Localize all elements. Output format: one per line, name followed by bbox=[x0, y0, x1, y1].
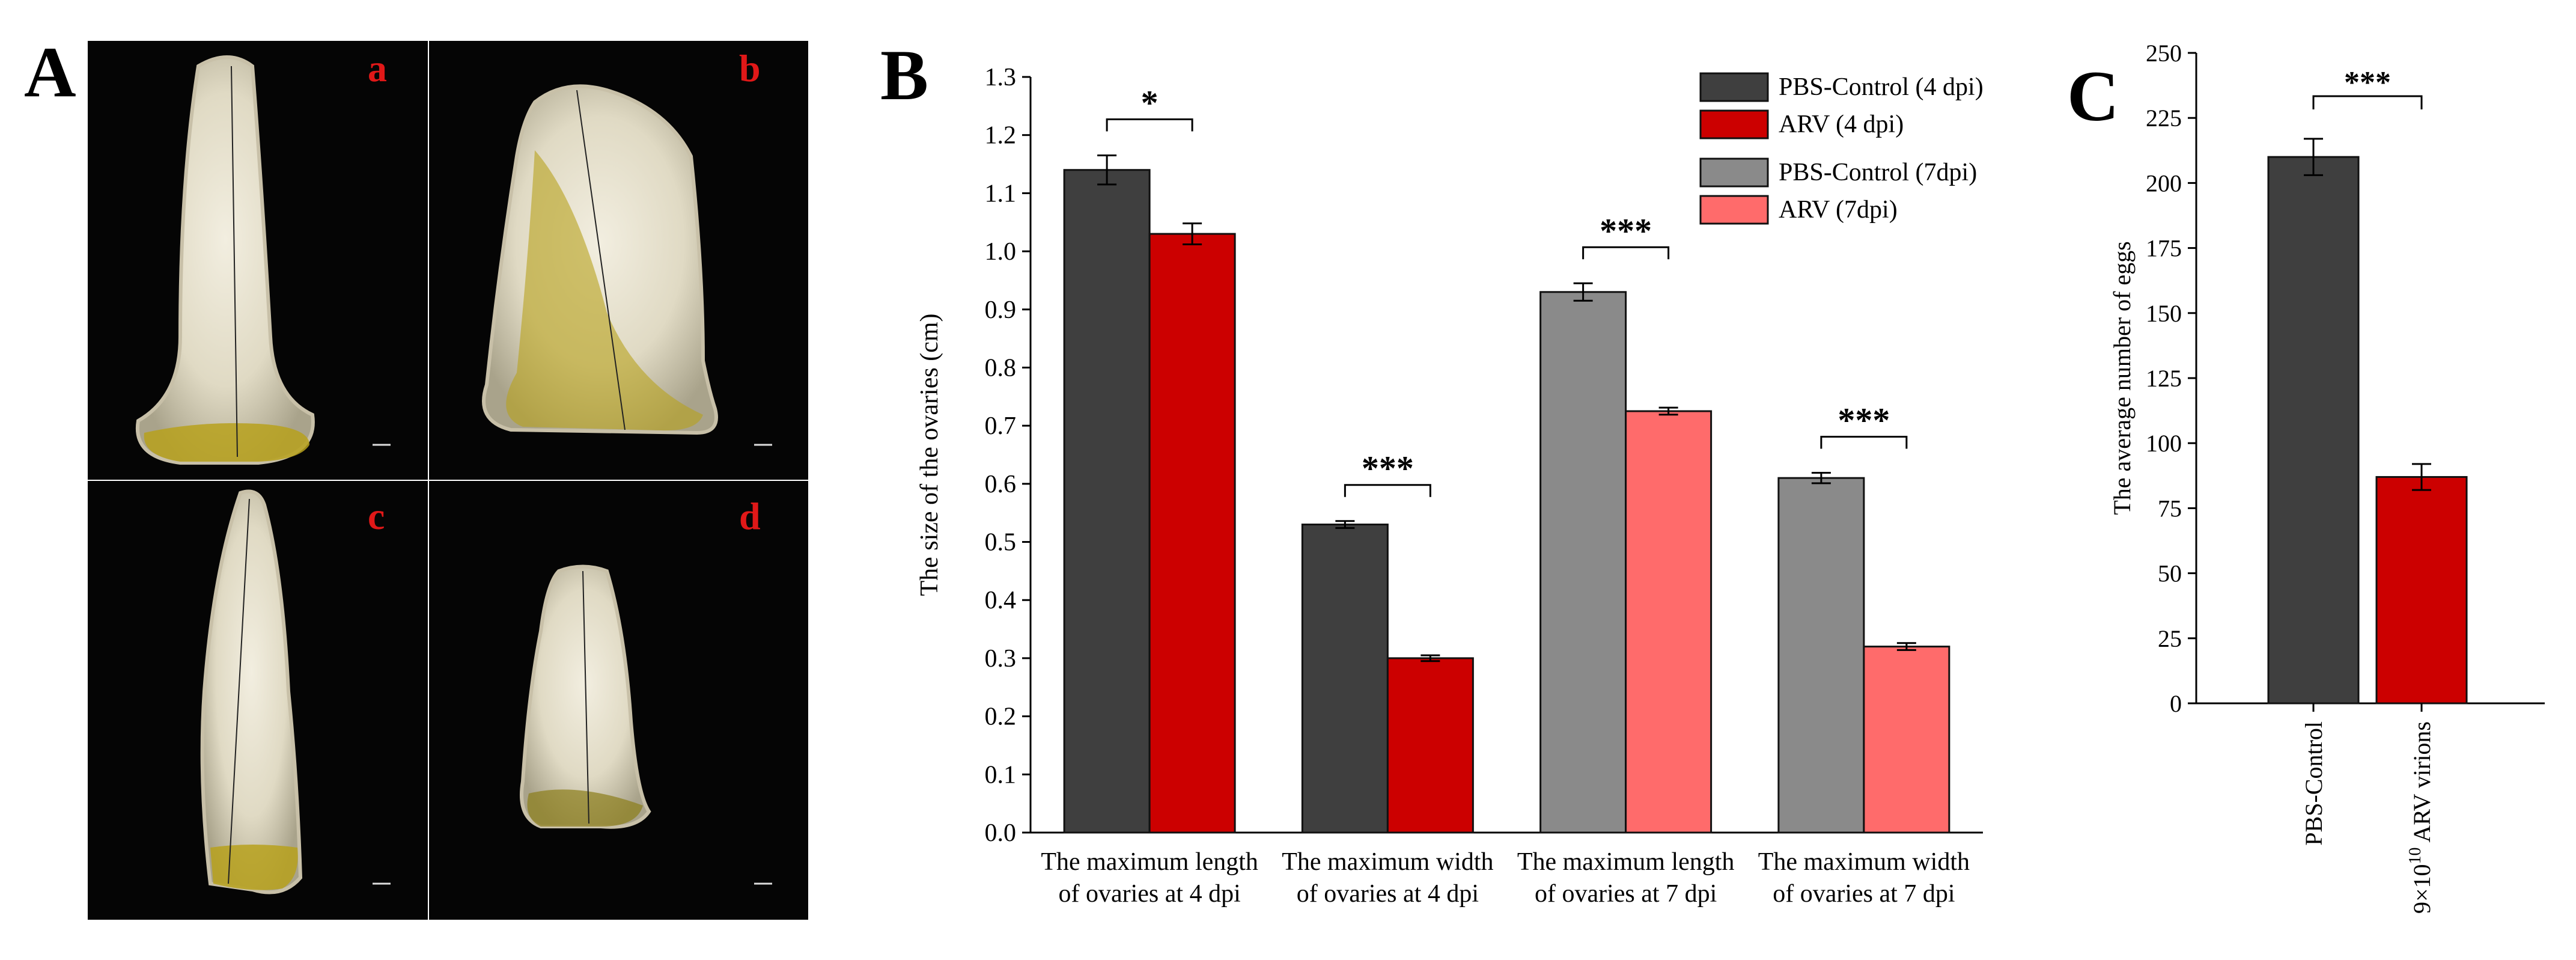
egg-count-chart: 0 25 50 75 100 125 150 175 200 225 250 The average … bbox=[2109, 40, 2545, 914]
x-category-label: The maximum width bbox=[1758, 848, 1970, 876]
bar-control bbox=[1539, 291, 1627, 834]
subpanel-label-a: a bbox=[368, 47, 387, 90]
y-axis-label: The average number of eggs bbox=[2109, 241, 2136, 515]
bar-arv bbox=[1148, 233, 1236, 834]
significance-marker: *** bbox=[1838, 400, 1890, 439]
y-tick-label: 175 bbox=[2146, 235, 2182, 262]
y-tick-label: 0.5 bbox=[985, 529, 1017, 557]
y-tick-label: 0.1 bbox=[985, 761, 1017, 789]
x-category-label: of ovaries at 7 dpi bbox=[1773, 880, 1955, 908]
legend-label: ARV (7dpi) bbox=[1779, 196, 1898, 224]
y-tick-label: 250 bbox=[2146, 40, 2182, 67]
x-category-label-part: 9×10 bbox=[2408, 864, 2435, 914]
x-category-label: 9×1010 ARV virions bbox=[2406, 721, 2435, 914]
x-category-label: PBS-Control bbox=[2300, 721, 2327, 846]
y-tick-label: 50 bbox=[2158, 560, 2182, 587]
y-tick-label: 0.0 bbox=[985, 819, 1017, 847]
x-category-label-exponent: 10 bbox=[2406, 847, 2425, 864]
bar-control bbox=[1777, 477, 1865, 834]
subpanel-label-d: d bbox=[739, 495, 761, 537]
legend-label: ARV (4 dpi) bbox=[1779, 111, 1904, 138]
x-category-label: The maximum length bbox=[1041, 848, 1258, 876]
x-category-label-part: ARV virions bbox=[2408, 721, 2435, 847]
ovary-yellow-c bbox=[210, 845, 298, 890]
significance-bracket bbox=[1344, 484, 1431, 497]
legend-swatch bbox=[1699, 195, 1769, 225]
bar bbox=[2375, 475, 2468, 705]
measure-line-d bbox=[582, 570, 589, 824]
y-tick-label: 0.6 bbox=[985, 471, 1017, 498]
y-tick-label: 0.9 bbox=[985, 296, 1017, 324]
x-category-label: The maximum width bbox=[1282, 848, 1493, 876]
bar-arv bbox=[1625, 410, 1713, 834]
panel-b: B 0.0 0.1 0.2 0.3 0.4 0.5 0.6 0.7 0.8 0.9 1.0 1.1 1.… bbox=[880, 35, 1984, 908]
legend-label: PBS-Control (4 dpi) bbox=[1779, 73, 1984, 101]
y-tick-label: 100 bbox=[2146, 430, 2182, 457]
ovary-yellow-d bbox=[527, 789, 643, 827]
y-tick-label: 1.0 bbox=[985, 238, 1017, 266]
y-tick-label: 0.3 bbox=[985, 645, 1017, 673]
y-axis-label: The size of the ovaries (cm) bbox=[916, 314, 943, 596]
legend-swatch bbox=[1699, 157, 1769, 188]
significance-marker: * bbox=[1141, 84, 1159, 123]
significance-bracket bbox=[1106, 118, 1193, 132]
measure-line-a bbox=[231, 66, 238, 457]
significance-marker: *** bbox=[1600, 211, 1652, 250]
x-category-label: of ovaries at 4 dpi bbox=[1059, 880, 1241, 908]
y-tick-label: 1.2 bbox=[985, 122, 1017, 150]
significance-marker: *** bbox=[2344, 66, 2391, 100]
legend-swatch bbox=[1699, 109, 1769, 139]
y-tick-label: 0.4 bbox=[985, 587, 1017, 614]
significance-bracket bbox=[2312, 95, 2423, 109]
panel-a-letter: A bbox=[24, 32, 76, 112]
y-tick-label: 25 bbox=[2158, 625, 2182, 652]
panel-c: C 0 25 50 75 100 125 150 175 200 225 250 The averag… bbox=[2067, 40, 2545, 914]
panel-b-letter: B bbox=[880, 35, 928, 115]
legend-label: PBS-Control (7dpi) bbox=[1779, 159, 1977, 186]
y-tick-label: 0 bbox=[2170, 690, 2182, 717]
bar-control bbox=[1063, 169, 1151, 834]
panel-c-letter: C bbox=[2067, 56, 2119, 136]
subpanel-label-b: b bbox=[739, 47, 761, 90]
y-tick-label: 0.2 bbox=[985, 703, 1017, 731]
significance-bracket bbox=[1820, 435, 1908, 449]
y-tick-label: 0.8 bbox=[985, 354, 1017, 382]
bar bbox=[2267, 156, 2360, 705]
y-tick-label: 125 bbox=[2146, 365, 2182, 392]
significance-bracket bbox=[1582, 246, 1670, 260]
ovary-size-chart: 0.0 0.1 0.2 0.3 0.4 0.5 0.6 0.7 0.8 0.9 1.0 1.1 1.2 1… bbox=[916, 64, 1984, 908]
measure-line-b bbox=[576, 90, 626, 430]
y-tick-label: 225 bbox=[2146, 105, 2182, 132]
scale-bars bbox=[373, 444, 772, 885]
x-category-label: The maximum length bbox=[1517, 848, 1735, 876]
ovary-yellow-b bbox=[506, 150, 703, 431]
ovary-image-c bbox=[200, 489, 303, 894]
measure-line-c bbox=[228, 498, 250, 884]
y-tick-label: 1.1 bbox=[985, 180, 1017, 207]
bar-arv bbox=[1386, 657, 1474, 834]
panel-a: A a b c d bbox=[24, 32, 808, 920]
y-tick-label: 200 bbox=[2146, 170, 2182, 197]
bar-control bbox=[1301, 524, 1389, 834]
x-category-label: of ovaries at 4 dpi bbox=[1297, 880, 1479, 908]
y-tick-label: 150 bbox=[2146, 300, 2182, 327]
subpanel-label-c: c bbox=[368, 495, 385, 537]
legend-swatch bbox=[1699, 72, 1769, 102]
y-tick-label: 75 bbox=[2158, 495, 2182, 522]
significance-marker: *** bbox=[1362, 449, 1414, 488]
y-tick-label: 0.7 bbox=[985, 412, 1017, 440]
y-tick-label: 1.3 bbox=[985, 64, 1017, 91]
bar-arv bbox=[1863, 646, 1950, 834]
ovary-yellow-a bbox=[144, 423, 309, 462]
x-category-label: of ovaries at 7 dpi bbox=[1535, 880, 1717, 908]
